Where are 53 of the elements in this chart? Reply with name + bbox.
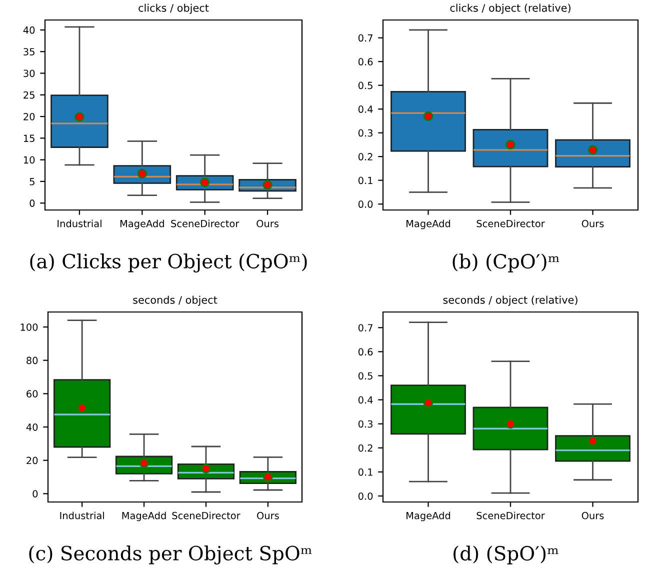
text: (b) (CpO′)ᵐ [452,254,560,272]
y-tick-label: 5 [30,178,34,186]
y-tick-label: 0.0 [358,492,373,500]
y-tick-label: 0.7 [358,34,372,42]
y-tick-label: 0.4 [358,396,373,404]
x-tick-label: Ours [256,220,278,228]
y-tick-label: 80 [26,356,38,364]
chart-title: clicks / object [138,4,209,14]
x-tick-label: SceneDirector [476,220,545,228]
y-tick-label: 10 [24,156,35,164]
y-tick-label: 100 [20,323,38,331]
chart-title: seconds / object [133,296,218,306]
x-tick-label: MageAdd [406,512,450,522]
y-tick-label: 0.5 [358,82,372,90]
x-tick-label: Ours [582,512,604,520]
y-tick-label: 15 [24,134,34,142]
y-tick-label: 20 [24,112,35,120]
x-tick-label: Ours [257,512,279,520]
y-tick-label: 0.1 [358,468,372,476]
text: (d) (SpO′)ᵐ [454,546,558,564]
chart-title: clicks / object (relative) [450,4,570,14]
y-tick-label: 0.4 [358,106,373,113]
text: (c) Seconds per Object SpOᵐ [29,545,312,565]
y-tick-label: 0.6 [358,58,373,66]
x-tick-label: SceneDirector [172,512,240,520]
y-tick-label: 0.6 [358,348,373,356]
x-tick-label: SceneDirector [476,512,545,520]
x-tick-label: MageAdd [120,220,164,230]
y-tick-label: 0.2 [358,153,372,160]
y-tick-label: 35 [24,48,34,56]
y-tick-label: 20 [26,456,38,464]
y-tick-label: 0.5 [358,372,372,380]
y-tick-label: 25 [24,91,34,99]
x-tick-label: Industrial [58,220,102,228]
y-tick-label: 40 [23,26,35,34]
x-tick-label: SceneDirector [171,220,240,228]
x-tick-label: Industrial [60,512,104,520]
chart-title: seconds / object (relative) [443,296,578,306]
x-tick-label: MageAdd [122,512,166,522]
y-tick-label: 0.1 [358,176,372,184]
x-tick-label: MageAdd [406,220,450,230]
x-tick-label: Ours [582,220,604,228]
y-tick-label: 0.3 [358,129,372,137]
y-tick-label: 60 [26,390,38,398]
y-tick-label: 30 [24,70,35,78]
y-tick-label: 0.7 [358,324,372,332]
y-tick-label: 0.3 [358,420,372,428]
y-tick-label: 40 [26,423,38,431]
y-tick-label: 0.2 [358,444,372,452]
y-tick-label: 0 [30,200,35,207]
text: (a) Clicks per Object (CpOᵐ) [30,253,307,273]
y-tick-label: 0.0 [358,200,373,208]
y-tick-label: 0 [32,490,38,498]
